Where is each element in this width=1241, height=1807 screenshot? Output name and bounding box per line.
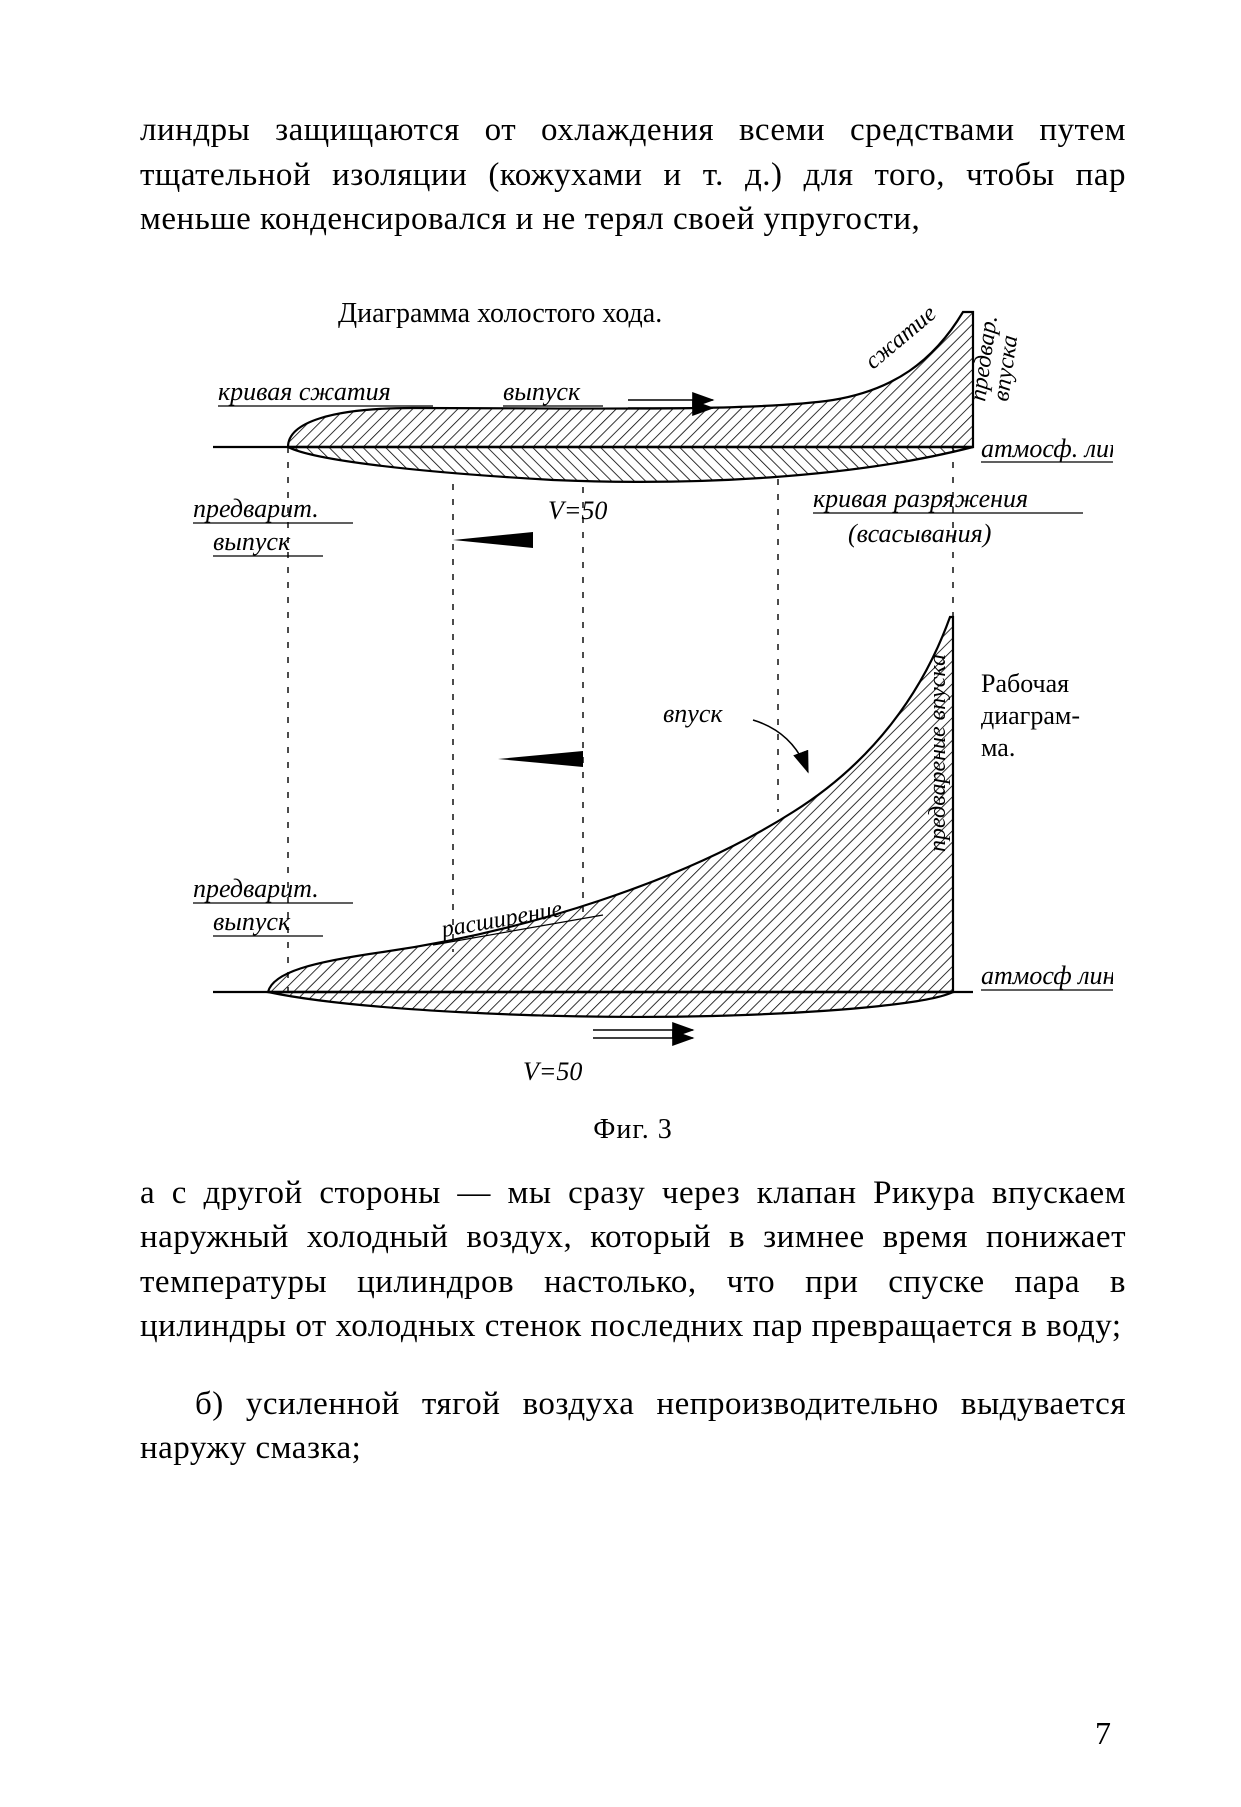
label-working-2: диаграм- [981,701,1080,730]
label-v50-top: V=50 [548,496,607,525]
label-compression-curve: кривая сжатия [218,377,391,406]
paragraph-3: б) усиленной тягой воздуха непроизводи­т… [140,1382,1126,1471]
label-intake: впуск [663,699,723,728]
label-atm-top: атмосф. линия [981,434,1113,463]
bottom-loop-upper [268,617,953,992]
top-loop-lower [288,447,973,482]
label-working-3: ма. [981,733,1015,762]
label-v50-bottom: V=50 [523,1057,582,1086]
figure-3: Диаграмма холостого хода. кривая сжатия … [153,272,1113,1146]
label-prelim-exh-b2: выпуск [213,907,291,936]
diagram-title-top: Диаграмма холостого хода. [338,298,662,329]
label-exhaust: выпуск [503,377,581,406]
arrow-top-lower [453,532,533,548]
bottom-loop-lower [268,992,953,1017]
page: линдры защищаются от охлаждения всеми ср… [0,0,1241,1807]
paragraph-1: линдры защищаются от охлаждения всеми ср… [140,108,1126,242]
label-working-1: Рабочая [981,669,1069,698]
figure-caption: Фиг. 3 [153,1114,1113,1146]
label-atm-bottom: атмосф линия [981,961,1113,990]
label-prelim-exh-b1: предварит. [193,874,319,903]
page-number: 7 [1095,1715,1111,1752]
intake-pointer [753,720,808,772]
label-vacuum1: кривая разряжения [813,484,1028,513]
arrow-mid-left [498,751,583,767]
paragraph-2: а с другой стороны — мы сразу через клап… [140,1171,1126,1349]
figure-svg: Диаграмма холостого хода. кривая сжатия … [153,272,1113,1102]
label-vacuum2: (всасывания) [848,519,991,548]
label-prelim-exhaust-t2: выпуск [213,527,291,556]
label-prelim-exhaust-t1: предварит. [193,494,319,523]
